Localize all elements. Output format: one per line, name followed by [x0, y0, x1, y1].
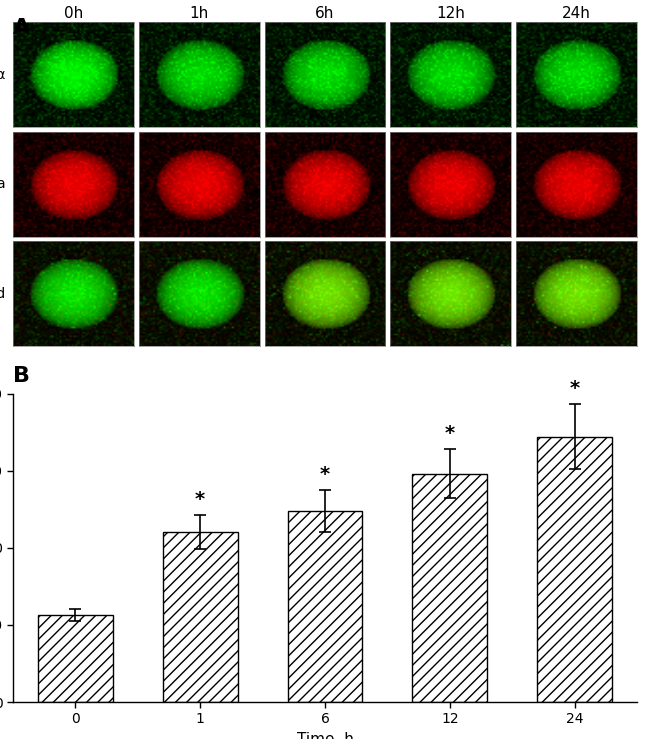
Y-axis label: Merged: Merged [0, 287, 6, 301]
Bar [162, 532, 238, 702]
Text: *: * [569, 379, 580, 398]
Text: B: B [13, 366, 30, 386]
Bar [537, 437, 612, 702]
Y-axis label: ERα: ERα [0, 68, 6, 82]
Title: 12h: 12h [436, 6, 465, 21]
Title: 6h: 6h [315, 6, 335, 21]
Title: 1h: 1h [190, 6, 209, 21]
Text: *: * [320, 465, 330, 484]
Y-axis label: Mitochondria: Mitochondria [0, 177, 6, 191]
Title: 24h: 24h [562, 6, 591, 21]
Bar [412, 474, 488, 702]
Text: *: * [195, 490, 205, 509]
X-axis label: Time, h: Time, h [296, 732, 354, 739]
Title: 0h: 0h [64, 6, 83, 21]
Text: *: * [445, 424, 455, 443]
Text: A: A [13, 18, 31, 38]
Bar [38, 615, 113, 702]
Bar [287, 511, 363, 702]
